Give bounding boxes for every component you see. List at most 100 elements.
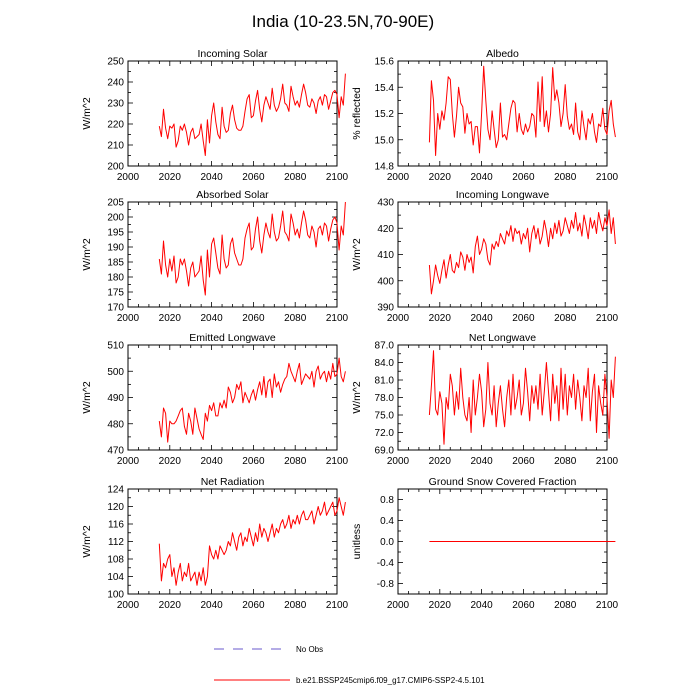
emitted-longwave-xtick-label: 2000 xyxy=(117,456,140,467)
emitted-longwave-ytick-label: 490 xyxy=(107,393,124,404)
net-radiation-ytick-label: 116 xyxy=(108,520,124,531)
absorbed-solar-ylabel: W/m^2 xyxy=(81,238,93,271)
incoming-longwave-series-line xyxy=(428,209,616,295)
net-radiation-panel: Net Radiation W/m^2 2000 2020 2040 2060 2080 21… xyxy=(81,476,349,611)
albedo-frame xyxy=(397,60,608,167)
ground-snow-xtick-label: 2040 xyxy=(470,600,493,611)
emitted-longwave-ytick-label: 510 xyxy=(107,341,124,352)
absorbed-solar-ytick-label: 170 xyxy=(107,303,124,314)
emitted-longwave-xtick-label: 2060 xyxy=(242,456,265,467)
incoming-solar-xtick-label: 2060 xyxy=(242,172,265,183)
incoming-solar-ytick-label: 200 xyxy=(107,162,124,173)
net-longwave-ylabel: W/m^2 xyxy=(351,381,363,414)
emitted-longwave-ylabel: W/m^2 xyxy=(81,381,93,414)
incoming-solar-frame xyxy=(127,60,338,167)
net-longwave-xtick-label: 2060 xyxy=(512,456,535,467)
incoming-solar-ytick-label: 210 xyxy=(107,141,124,152)
net-radiation-title: Net Radiation xyxy=(201,476,265,488)
ground-snow-ytick-label: -0.4 xyxy=(377,558,395,569)
net-longwave-panel: Net Longwave W/m^2 2000 2020 2040 2060 2080 210… xyxy=(351,332,619,467)
incoming-longwave-ytick-label: 400 xyxy=(377,276,394,287)
albedo-xtick-label: 2060 xyxy=(512,172,535,183)
emitted-longwave-ytick-label: 470 xyxy=(107,446,124,457)
incoming-longwave-xtick-label: 2020 xyxy=(429,313,452,324)
absorbed-solar-ytick-label: 200 xyxy=(107,213,124,224)
incoming-solar-xtick-label: 2020 xyxy=(159,172,182,183)
absorbed-solar-xtick-label: 2080 xyxy=(284,313,307,324)
incoming-solar-xtick-label: 2080 xyxy=(284,172,307,183)
incoming-longwave-frame xyxy=(397,201,608,308)
net-longwave-ytick-label: 72.0 xyxy=(375,428,395,439)
emitted-longwave-title: Emitted Longwave xyxy=(189,332,276,344)
incoming-longwave-xtick-label: 2000 xyxy=(387,313,410,324)
albedo-title: Albedo xyxy=(486,48,519,60)
net-radiation-xtick-label: 2020 xyxy=(159,600,182,611)
net-longwave-title: Net Longwave xyxy=(469,332,536,344)
ground-snow-ylabel: unitless xyxy=(351,524,363,560)
net-radiation-xtick-label: 2080 xyxy=(284,600,307,611)
absorbed-solar-xtick-label: 2060 xyxy=(242,313,265,324)
net-radiation-xtick-label: 2000 xyxy=(117,600,140,611)
absorbed-solar-title: Absorbed Solar xyxy=(196,189,269,201)
net-radiation-ylabel: W/m^2 xyxy=(81,525,93,558)
ground-snow-ytick-label: 0.4 xyxy=(380,516,394,527)
albedo-series-line xyxy=(428,65,616,156)
incoming-solar-xtick-label: 2100 xyxy=(326,172,349,183)
legend-obs-label: No Obs xyxy=(296,645,323,654)
absorbed-solar-xtick-label: 2020 xyxy=(159,313,182,324)
incoming-longwave-ylabel: W/m^2 xyxy=(351,238,363,271)
incoming-longwave-ytick-label: 390 xyxy=(377,303,394,314)
emitted-longwave-xtick-label: 2020 xyxy=(159,456,182,467)
absorbed-solar-xtick-label: 2100 xyxy=(326,313,349,324)
incoming-longwave-title: Incoming Longwave xyxy=(456,189,550,201)
emitted-longwave-xtick-label: 2100 xyxy=(326,456,349,467)
ground-snow-xtick-label: 2060 xyxy=(512,600,535,611)
ground-snow-ytick-label: 0.0 xyxy=(380,537,394,548)
emitted-longwave-series-line xyxy=(158,357,346,443)
ground-snow-xtick-label: 2100 xyxy=(596,600,619,611)
net-longwave-xtick-label: 2020 xyxy=(429,456,452,467)
net-longwave-ytick-label: 75.0 xyxy=(375,411,395,422)
ground-snow-title: Ground Snow Covered Fraction xyxy=(429,476,577,488)
incoming-solar-title: Incoming Solar xyxy=(197,48,268,60)
net-longwave-ytick-label: 69.0 xyxy=(375,446,395,457)
ground-snow-ytick-label: 0.8 xyxy=(380,495,394,506)
incoming-solar-ylabel: W/m^2 xyxy=(81,97,93,130)
ground-snow-panel: Ground Snow Covered Fraction unitless 2000… xyxy=(351,476,619,611)
albedo-xtick-label: 2080 xyxy=(554,172,577,183)
ground-snow-xtick-label: 2080 xyxy=(554,600,577,611)
net-radiation-ytick-label: 112 xyxy=(108,537,124,548)
albedo-ytick-label: 15.4 xyxy=(375,83,395,94)
net-radiation-ytick-label: 104 xyxy=(107,572,124,583)
absorbed-solar-ytick-label: 175 xyxy=(107,288,124,299)
albedo-ytick-label: 15.6 xyxy=(375,57,395,68)
incoming-solar-series-line xyxy=(158,73,346,156)
emitted-longwave-ytick-label: 500 xyxy=(107,367,124,378)
net-longwave-ytick-label: 84.0 xyxy=(375,358,395,369)
albedo-xtick-label: 2100 xyxy=(596,172,619,183)
absorbed-solar-xtick-label: 2040 xyxy=(200,313,223,324)
incoming-longwave-xtick-label: 2040 xyxy=(470,313,493,324)
absorbed-solar-ytick-label: 185 xyxy=(107,258,124,269)
emitted-longwave-panel: Emitted Longwave W/m^2 2000 2020 2040 2060 208… xyxy=(81,332,349,467)
albedo-ytick-label: 15.2 xyxy=(375,109,395,120)
emitted-longwave-xtick-label: 2080 xyxy=(284,456,307,467)
absorbed-solar-panel: Absorbed Solar W/m^2 2000 2020 2040 2060 2080 2… xyxy=(81,189,349,324)
incoming-solar-panel: Incoming Solar W/m^2 2000 2020 2040 2060 2080 2… xyxy=(81,48,349,183)
albedo-panel: Albedo % reflected 2000 2020 2040 2060 2080 210… xyxy=(351,48,619,183)
absorbed-solar-ytick-label: 190 xyxy=(107,243,124,254)
net-radiation-ytick-label: 124 xyxy=(107,485,124,496)
incoming-longwave-panel: Incoming Longwave W/m^2 2000 2020 2040 2060 20… xyxy=(351,189,619,324)
ground-snow-ytick-label: -0.8 xyxy=(377,579,395,590)
incoming-solar-ytick-label: 220 xyxy=(107,120,124,131)
net-radiation-ytick-label: 100 xyxy=(107,590,124,601)
net-longwave-frame xyxy=(397,344,608,451)
legend-model-label: b.e21.BSSP245cmip6.f09_g17.CMIP6-SSP2-4.… xyxy=(296,676,485,685)
net-longwave-ytick-label: 78.0 xyxy=(375,393,395,404)
figure-title: India (10-23.5N,70-90E) xyxy=(252,12,434,31)
incoming-solar-ytick-label: 250 xyxy=(107,57,124,68)
ground-snow-xtick-label: 2020 xyxy=(429,600,452,611)
albedo-xtick-label: 2000 xyxy=(387,172,410,183)
net-longwave-xtick-label: 2040 xyxy=(470,456,493,467)
